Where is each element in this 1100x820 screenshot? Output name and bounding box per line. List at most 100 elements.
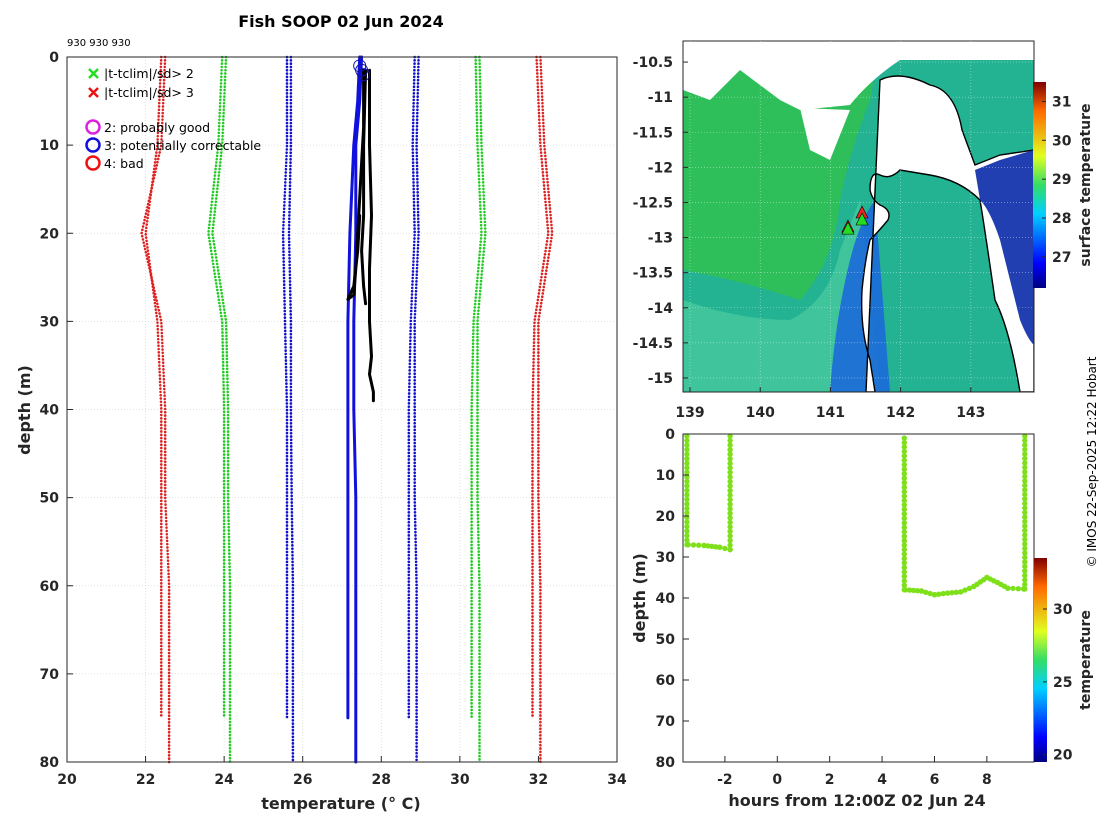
depth-time-point <box>727 506 733 512</box>
depth-time-point <box>958 589 964 595</box>
legend-entry-2: 2: probably good <box>104 120 210 135</box>
depth-time-point <box>685 542 691 548</box>
time-x-tick-label: -2 <box>717 772 733 788</box>
time-y-tick-label: 60 <box>656 673 676 689</box>
map-y-tick-label: -13 <box>648 231 673 247</box>
depth-time-point <box>727 496 733 503</box>
climatology-bound-line <box>140 55 171 764</box>
time-x-axis-label: hours from 12:00Z 02 Jun 24 <box>728 791 985 810</box>
depth-time-point <box>727 546 733 553</box>
legend-entry-3: 3: potentially correctable <box>104 138 261 153</box>
depth-time-point <box>1010 585 1016 592</box>
time-y-tick-label: 0 <box>665 427 675 443</box>
depth-time-point <box>684 465 690 471</box>
depth-time-point <box>901 582 907 588</box>
depth-time-point <box>1022 536 1028 543</box>
depth-time-point <box>717 544 723 550</box>
depth-time-point <box>940 590 946 597</box>
depth-time-frame <box>682 433 1035 763</box>
depth-time-point <box>901 560 907 566</box>
depth-time-point <box>901 439 907 446</box>
depth-time-point <box>1022 437 1028 444</box>
depth-time-point <box>727 515 733 521</box>
depth-time-point <box>901 484 907 490</box>
depth-time-point <box>1022 581 1028 588</box>
depth-time-point <box>727 456 733 462</box>
legend-marker-circle-red <box>85 155 101 171</box>
legend-entry-1: |t-tclim|/sd> 3 <box>104 85 194 100</box>
depth-time-point <box>684 446 690 453</box>
depth-time-point <box>684 501 690 507</box>
map-southern-water <box>683 200 880 392</box>
depth-time-point <box>727 533 733 539</box>
time-y-tick-label: 70 <box>656 714 676 730</box>
y-tick-label: 70 <box>40 667 60 683</box>
depth-time-point <box>901 524 907 530</box>
depth-time-point <box>722 545 728 552</box>
depth-time-point <box>727 442 733 448</box>
map-landmass <box>861 75 1034 392</box>
depth-time-point <box>727 519 733 526</box>
time-x-tick-label: 6 <box>930 772 940 788</box>
depth-time-point <box>690 542 697 548</box>
depth-time-point <box>1022 482 1028 489</box>
depth-time-point <box>1022 487 1028 493</box>
chart-title: Fish SOOP 02 Jun 2024 <box>238 12 444 31</box>
depth-time-point <box>1022 568 1028 574</box>
depth-time-point <box>936 591 942 597</box>
legend-entry-0: |t-tclim|/sd> 2 <box>104 66 194 81</box>
depth-time-point <box>901 533 907 539</box>
temperature-colorbar-label: temperature <box>1078 610 1094 710</box>
y-tick-label: 50 <box>40 491 60 507</box>
x-tick-label: 34 <box>607 772 627 788</box>
depth-time-point <box>1022 433 1028 439</box>
depth-time-point <box>901 448 907 455</box>
depth-time-point <box>901 493 907 499</box>
climatology-bound-line <box>211 55 232 764</box>
map-colorbar-label: surface temperature <box>1078 103 1094 266</box>
depth-time-point <box>1022 509 1028 516</box>
depth-time-point <box>1022 473 1028 480</box>
y-tick-label: 10 <box>40 138 60 154</box>
map-colorbar-tick-label: 31 <box>1052 94 1071 110</box>
depth-time-point <box>684 456 690 462</box>
depth-time-point <box>701 542 707 549</box>
depth-time-point <box>727 478 733 485</box>
depth-time-point <box>727 447 733 453</box>
depth-time-point <box>684 451 690 457</box>
depth-time-point <box>1022 523 1028 529</box>
depth-time-point <box>949 590 955 596</box>
map-position-marker <box>841 221 855 235</box>
depth-time-point <box>1022 478 1028 484</box>
depth-time-point <box>901 444 907 450</box>
depth-time-point <box>901 480 907 486</box>
climatology-bound-line <box>537 55 554 764</box>
top-note: 930 930 930 <box>67 38 131 49</box>
climatology-bound-line <box>281 55 289 720</box>
x-tick-label: 30 <box>450 772 470 788</box>
temperature-colorbar-tick-label: 25 <box>1053 675 1072 691</box>
climatology-mean-line <box>346 55 362 720</box>
depth-time-point <box>684 469 690 475</box>
depth-time-point <box>901 546 907 553</box>
x-tick-label: 20 <box>57 772 77 788</box>
depth-time-point <box>713 544 719 550</box>
depth-time-point <box>901 466 907 472</box>
temperature-colorbar-tick-label: 20 <box>1053 748 1073 764</box>
time-x-tick-label: 4 <box>877 772 887 788</box>
map-colorbar-tick-label: 30 <box>1052 133 1072 149</box>
x-tick-label: 24 <box>214 772 234 788</box>
credit-text: © IMOS 22-Sep-2025 12:22 Hobart <box>1085 356 1099 567</box>
depth-time-point <box>902 587 909 593</box>
profile-series <box>140 55 554 764</box>
time-x-tick-label: 2 <box>825 772 835 788</box>
depth-time-point <box>727 469 733 476</box>
depth-time-point <box>684 483 690 489</box>
depth-time-point <box>901 457 907 464</box>
depth-time-point <box>910 587 917 594</box>
map-y-tick-label: -14.5 <box>633 336 673 352</box>
depth-time-point <box>953 589 959 595</box>
depth-time-point <box>684 505 690 512</box>
depth-time-point <box>906 587 913 593</box>
depth-time-point <box>684 496 690 503</box>
